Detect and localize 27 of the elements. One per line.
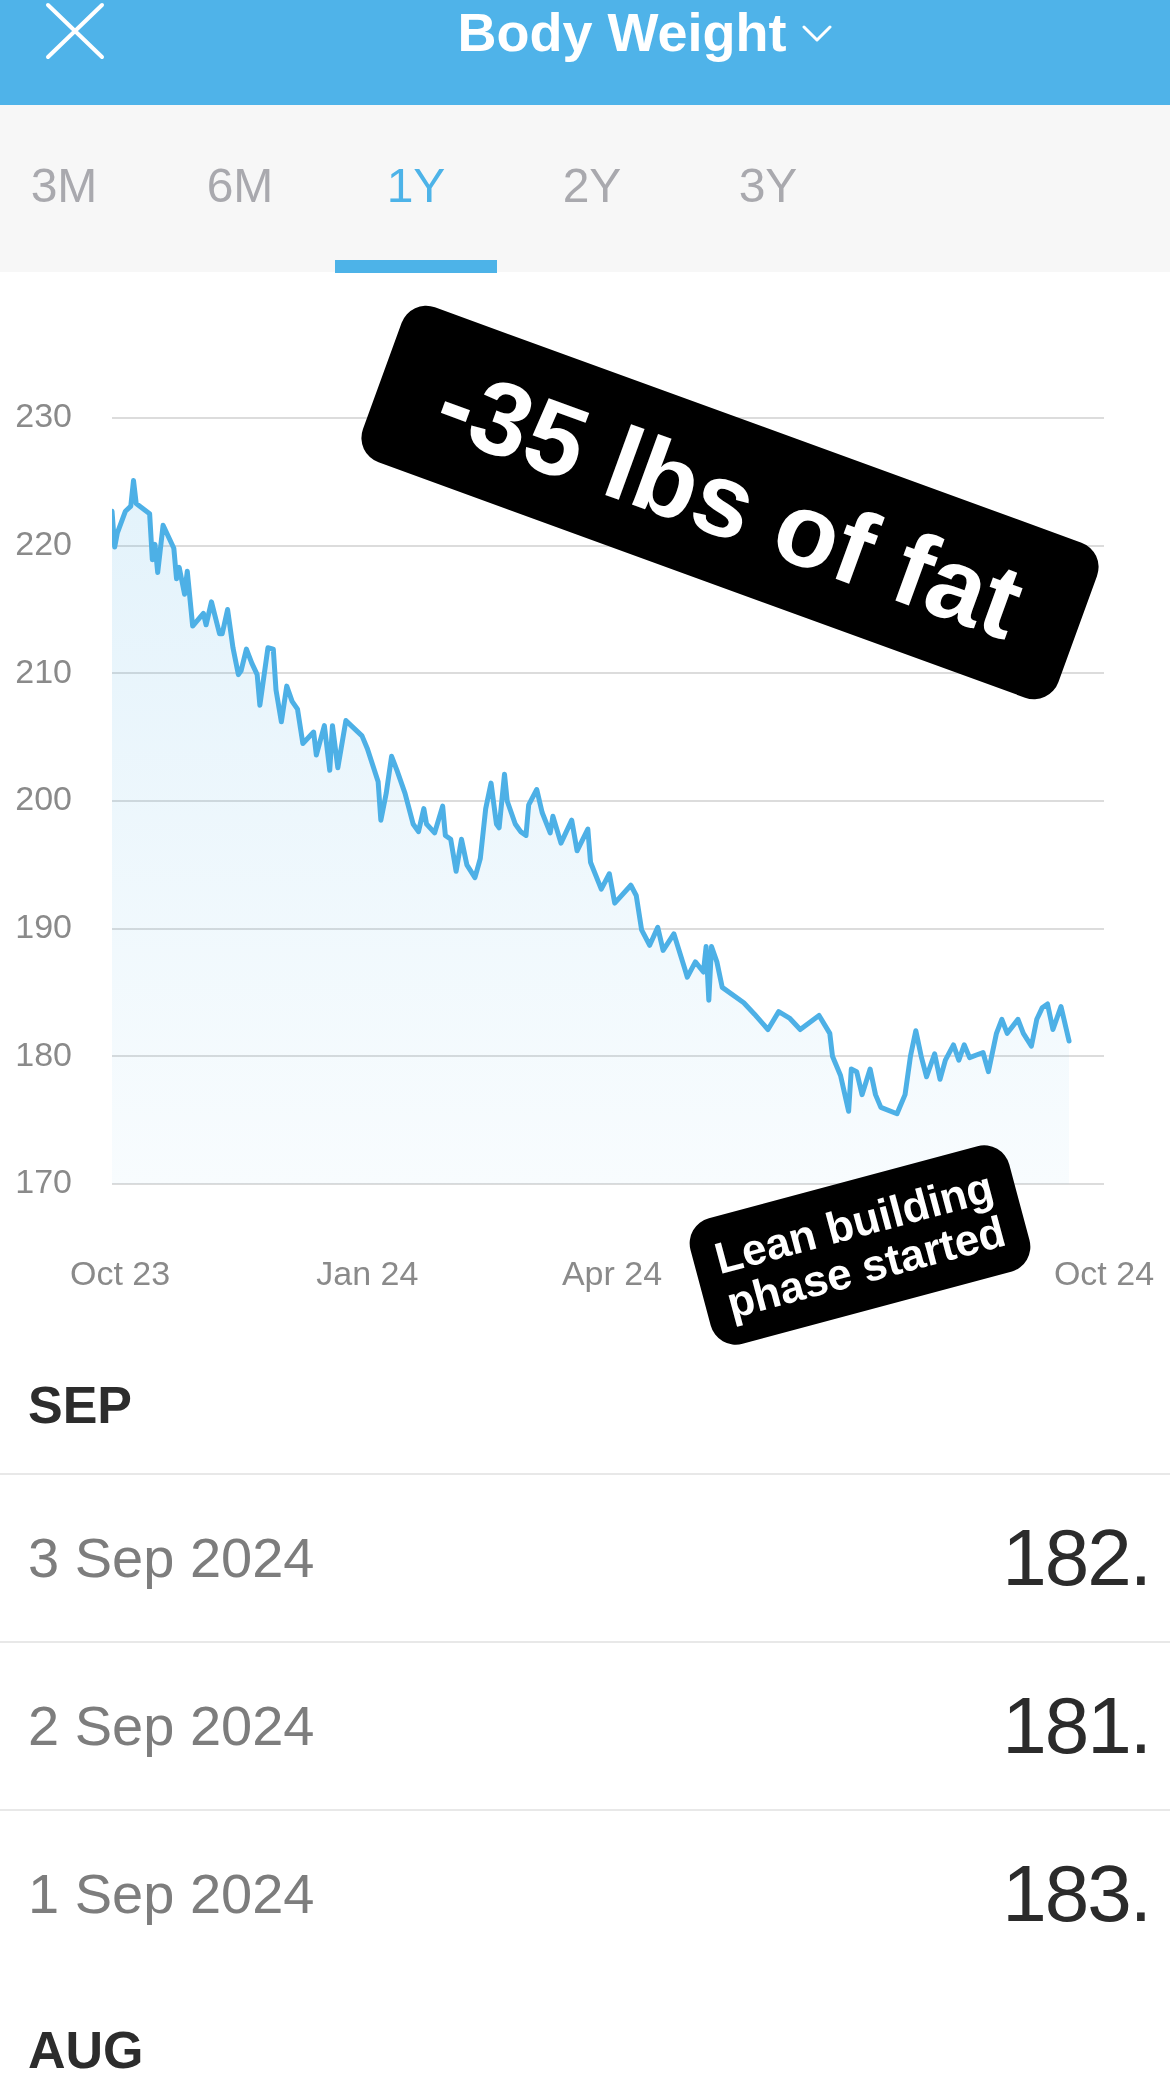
text: 183. — [1002, 1849, 1150, 1938]
y-tick-label: 200 — [15, 779, 72, 818]
y-tick-label: 170 — [15, 1162, 72, 1201]
y-tick-label: 180 — [15, 1034, 72, 1073]
text: SEP — [28, 1376, 133, 1434]
x-tick-label: Oct 23 — [69, 1253, 171, 1292]
text: AUG — [28, 2021, 144, 2079]
text: 182. — [1002, 1513, 1150, 1602]
text: 6M — [206, 159, 274, 212]
y-tick-label: 190 — [15, 907, 72, 946]
text: 1Y — [386, 159, 446, 212]
y-tick-label: 210 — [15, 651, 72, 690]
text: 3 Sep 2024 — [28, 1526, 315, 1590]
text: 181. — [1002, 1681, 1150, 1770]
annotation: -35 lbs of fat — [354, 297, 1106, 707]
x-tick-label: Jan 24 — [316, 1253, 419, 1292]
y-tick-label: 230 — [15, 396, 72, 435]
text: 2Y — [562, 159, 622, 212]
y-tick-label: 220 — [15, 524, 72, 563]
x-tick-label: Apr 24 — [561, 1253, 663, 1292]
text: 1 Sep 2024 — [28, 1862, 315, 1926]
x-tick-label: Oct 24 — [1053, 1253, 1155, 1292]
text: 2 Sep 2024 — [28, 1694, 315, 1758]
annotation: Lean building phase started — [683, 1139, 1037, 1351]
chart-title: Body Weight — [457, 1, 787, 64]
text: 3Y — [738, 159, 798, 212]
text: 3M — [30, 159, 98, 212]
